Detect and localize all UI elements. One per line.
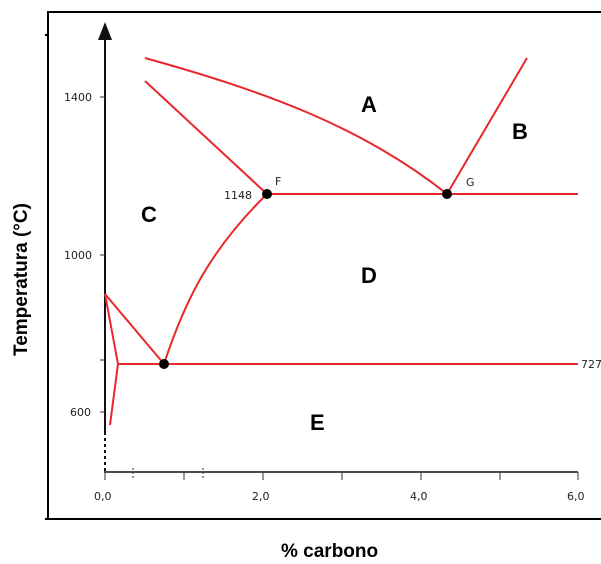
liquidus-right <box>446 57 528 195</box>
x-tick-0: 0,0 <box>94 490 112 503</box>
y-axis-arrow <box>98 22 112 40</box>
x-axis-title: % carbono <box>281 541 378 562</box>
a3-line <box>104 293 165 365</box>
x-tick-2: 2,0 <box>252 490 270 503</box>
acm-line <box>163 193 268 365</box>
frame-dot-bottom <box>44 517 48 521</box>
y-tick-1400: 1400 <box>64 91 92 104</box>
region-b-label: B <box>512 119 528 144</box>
x-axis-ticks <box>104 468 579 480</box>
eutectic-temp-label: 1148 <box>224 189 252 202</box>
region-a-label: A <box>361 92 377 117</box>
point-f-label: F <box>275 175 281 188</box>
x-tick-4: 4,0 <box>410 490 428 503</box>
region-d-label: D <box>361 263 377 288</box>
point-eutectoid <box>159 359 169 369</box>
region-e-label: E <box>310 410 325 435</box>
eutectoid-temp-label: 727 <box>581 358 601 371</box>
frame-dot-top <box>44 33 48 37</box>
point-f <box>262 189 272 199</box>
liquidus-top <box>144 57 448 195</box>
point-g-label: G <box>466 176 475 189</box>
y-tick-600: 600 <box>70 406 91 419</box>
y-tick-1000: 1000 <box>64 249 92 262</box>
ferrite-boundary-lower <box>109 363 119 426</box>
y-axis-title: Temperatura (°C) <box>11 203 32 356</box>
point-g <box>442 189 452 199</box>
x-tick-6: 6,0 <box>567 490 585 503</box>
phase-lines <box>104 57 578 426</box>
y-axis-ticks <box>100 96 105 413</box>
liquidus-left <box>144 80 268 195</box>
ferrite-boundary-upper <box>104 293 119 365</box>
region-c-label: C <box>141 202 157 227</box>
diagram-frame <box>47 11 601 520</box>
